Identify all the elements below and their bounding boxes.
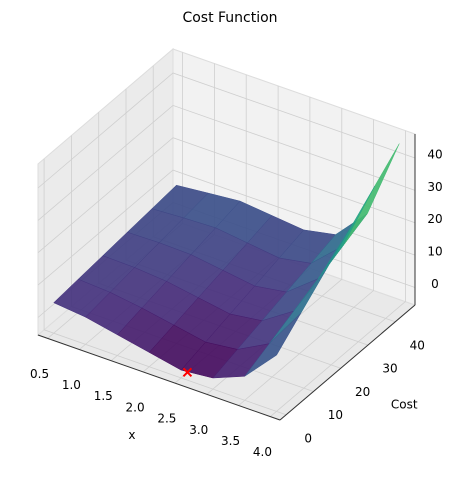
x-tick-label: 1.0 xyxy=(62,378,81,392)
y-tick-label: 10 xyxy=(328,408,343,422)
grid-line xyxy=(270,130,406,417)
x-tick-label: 4.0 xyxy=(253,445,272,459)
x-tick-label: 2.5 xyxy=(157,412,176,426)
grid-line xyxy=(37,72,416,189)
x-tick-label: 3.5 xyxy=(221,434,240,448)
grid-line xyxy=(37,104,416,221)
y-tick-label: 0 xyxy=(304,431,312,445)
x-tick-label: 3.0 xyxy=(189,423,208,437)
z-tick-label: 10 xyxy=(427,245,442,259)
y-tick-label: 20 xyxy=(355,385,370,399)
chart-title: Cost Function xyxy=(182,10,277,26)
y-tick-label: 30 xyxy=(382,362,397,376)
grid-line xyxy=(43,158,287,416)
x-tick-label: 0.5 xyxy=(30,367,49,381)
z-tick-label: 30 xyxy=(427,180,442,194)
z-tick-label: 40 xyxy=(427,147,442,161)
y-tick-label: 40 xyxy=(410,338,425,352)
minimum-marker xyxy=(182,367,193,378)
surface-patch xyxy=(244,312,302,377)
z-tick-label: 0 xyxy=(431,277,439,291)
y-axis xyxy=(279,304,416,421)
grid-line xyxy=(37,137,416,254)
x-axis-label: x xyxy=(128,428,135,442)
x-tick-label: 2.0 xyxy=(126,400,145,414)
y-axis-label: Cost xyxy=(391,397,418,411)
z-tick-label: 20 xyxy=(427,212,442,226)
x-axis xyxy=(37,334,281,421)
x-tick-label: 1.5 xyxy=(94,389,113,403)
grid-line xyxy=(37,169,416,286)
grid-line xyxy=(238,119,375,406)
